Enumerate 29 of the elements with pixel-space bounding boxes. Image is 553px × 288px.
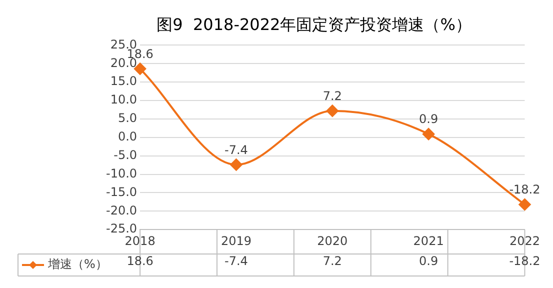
point (422, 128, 435, 140)
y-tick-label: -15.0 (106, 184, 138, 199)
y-tick-label: 15.0 (110, 74, 138, 88)
x-tick-label: 2022 (509, 234, 540, 248)
x-tick-label: 2018 (124, 234, 156, 248)
annotation: 7.2 (322, 88, 342, 103)
y-tick-label: 0.0 (118, 130, 138, 144)
y-tick-label: 5.0 (118, 111, 138, 126)
annotation: -7.4 (224, 142, 248, 157)
y-tick-label: -5.0 (114, 148, 138, 162)
y-tick-label: -25.0 (106, 222, 138, 236)
data-label: 7.2 (322, 254, 343, 270)
data-label: 18.6 (126, 254, 154, 270)
y-tick-label: 10.0 (110, 92, 138, 107)
x-tick-label: 2020 (317, 234, 348, 248)
data-label: 0.9 (418, 254, 440, 270)
annotation: 0.9 (419, 112, 438, 126)
point (230, 158, 242, 171)
annotation: -18.2 (509, 182, 540, 197)
y-tick-label: -10.0 (106, 166, 138, 180)
data-label: -7.4 (224, 254, 249, 270)
x-tick-label: 2019 (220, 234, 252, 248)
legend-label: 增速（%） (47, 257, 108, 272)
chart-title: 图9 2018-2022年固定资产投资增速（%） (156, 14, 472, 34)
y-tick-label: -20.0 (106, 203, 138, 218)
x-tick-label: 2021 (413, 234, 444, 248)
point (518, 198, 531, 211)
point (326, 104, 338, 117)
data-label: -18.2 (508, 254, 542, 270)
